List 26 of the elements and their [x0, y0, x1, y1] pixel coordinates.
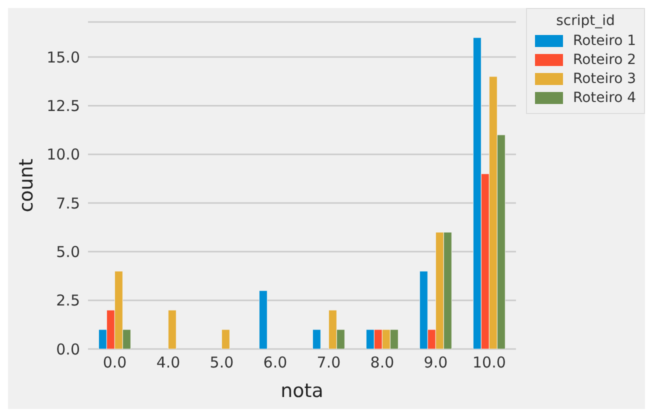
x-tick-label: 5.0	[210, 354, 234, 372]
y-tick-label: 5.0	[56, 243, 80, 262]
x-tick-label: 7.0	[316, 354, 341, 372]
legend-label: Roteiro 1	[572, 33, 636, 49]
y-tick-label: 7.5	[56, 194, 80, 212]
x-axis-title: nota	[280, 380, 324, 402]
y-tick-label: 0.0	[56, 340, 80, 358]
legend-label: Roteiro 4	[572, 90, 636, 106]
legend-label: Roteiro 2	[572, 52, 636, 68]
legend-title: script_id	[555, 13, 616, 29]
x-tick-label: 0.0	[102, 354, 127, 372]
y-tick-label: 10.0	[46, 146, 80, 164]
bar	[312, 329, 321, 349]
bar	[168, 310, 176, 349]
y-tick-label: 15.0	[46, 48, 80, 66]
bar	[221, 329, 230, 349]
x-tick-label: 10.0	[472, 354, 506, 372]
y-tick-label: 2.5	[56, 292, 80, 310]
x-tick-label: 9.0	[424, 354, 448, 372]
x-tick-label: 6.0	[263, 354, 288, 372]
bar	[258, 290, 268, 349]
legend-label: Roteiro 3	[572, 71, 636, 87]
x-tick-label: 8.0	[370, 354, 394, 372]
y-axis-title: count	[16, 158, 38, 212]
y-tick-label: 12.5	[46, 97, 80, 116]
x-tick-label: 4.0	[156, 354, 180, 372]
